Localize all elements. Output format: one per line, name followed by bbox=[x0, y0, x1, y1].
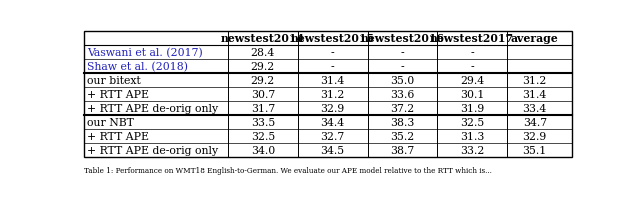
Text: 31.2: 31.2 bbox=[321, 89, 345, 99]
Text: -: - bbox=[470, 48, 474, 58]
Text: 30.7: 30.7 bbox=[251, 89, 275, 99]
Text: 34.7: 34.7 bbox=[523, 117, 547, 127]
Text: -: - bbox=[470, 61, 474, 71]
Text: 31.7: 31.7 bbox=[251, 103, 275, 113]
Text: Shaw et al. (2018): Shaw et al. (2018) bbox=[88, 61, 188, 72]
Text: average: average bbox=[511, 33, 559, 44]
Text: -: - bbox=[401, 61, 404, 71]
Text: 34.5: 34.5 bbox=[321, 145, 345, 155]
Text: newstest2017: newstest2017 bbox=[430, 33, 515, 44]
Text: 29.2: 29.2 bbox=[251, 75, 275, 85]
Text: newstest2014: newstest2014 bbox=[221, 33, 305, 44]
Text: 35.0: 35.0 bbox=[390, 75, 415, 85]
Text: -: - bbox=[331, 48, 335, 58]
Text: 29.2: 29.2 bbox=[251, 61, 275, 71]
Text: + RTT APE de-orig only: + RTT APE de-orig only bbox=[88, 103, 219, 113]
Text: + RTT APE de-orig only: + RTT APE de-orig only bbox=[88, 145, 219, 155]
Text: our NBT: our NBT bbox=[88, 117, 134, 127]
Text: 29.4: 29.4 bbox=[460, 75, 484, 85]
Text: -: - bbox=[331, 61, 335, 71]
Text: 32.9: 32.9 bbox=[523, 131, 547, 141]
Text: 30.1: 30.1 bbox=[460, 89, 484, 99]
Text: 35.2: 35.2 bbox=[390, 131, 415, 141]
Text: 33.5: 33.5 bbox=[251, 117, 275, 127]
Text: + RTT APE: + RTT APE bbox=[88, 89, 150, 99]
Text: 33.2: 33.2 bbox=[460, 145, 484, 155]
Text: 31.3: 31.3 bbox=[460, 131, 484, 141]
Text: 38.3: 38.3 bbox=[390, 117, 415, 127]
Text: 31.4: 31.4 bbox=[321, 75, 345, 85]
Text: 31.2: 31.2 bbox=[522, 75, 547, 85]
Text: 32.9: 32.9 bbox=[321, 103, 345, 113]
Text: 33.6: 33.6 bbox=[390, 89, 415, 99]
Text: Table 1: Performance on WMT18 English-to-German. We evaluate our APE model relat: Table 1: Performance on WMT18 English-to… bbox=[84, 167, 492, 175]
Text: 31.4: 31.4 bbox=[523, 89, 547, 99]
Bar bbox=[84, 32, 572, 157]
Text: newstest2015: newstest2015 bbox=[291, 33, 374, 44]
Text: 37.2: 37.2 bbox=[390, 103, 415, 113]
Text: 34.4: 34.4 bbox=[321, 117, 345, 127]
Text: 32.7: 32.7 bbox=[321, 131, 345, 141]
Text: + RTT APE: + RTT APE bbox=[88, 131, 150, 141]
Text: 38.7: 38.7 bbox=[390, 145, 415, 155]
Text: 34.0: 34.0 bbox=[251, 145, 275, 155]
Text: newstest2016: newstest2016 bbox=[360, 33, 444, 44]
Text: 32.5: 32.5 bbox=[460, 117, 484, 127]
Text: 28.4: 28.4 bbox=[251, 48, 275, 58]
Text: Vaswani et al. (2017): Vaswani et al. (2017) bbox=[88, 47, 203, 58]
Text: 33.4: 33.4 bbox=[523, 103, 547, 113]
Text: 32.5: 32.5 bbox=[251, 131, 275, 141]
Text: 35.1: 35.1 bbox=[523, 145, 547, 155]
Text: 31.9: 31.9 bbox=[460, 103, 484, 113]
Text: -: - bbox=[401, 48, 404, 58]
Text: our bitext: our bitext bbox=[88, 75, 141, 85]
